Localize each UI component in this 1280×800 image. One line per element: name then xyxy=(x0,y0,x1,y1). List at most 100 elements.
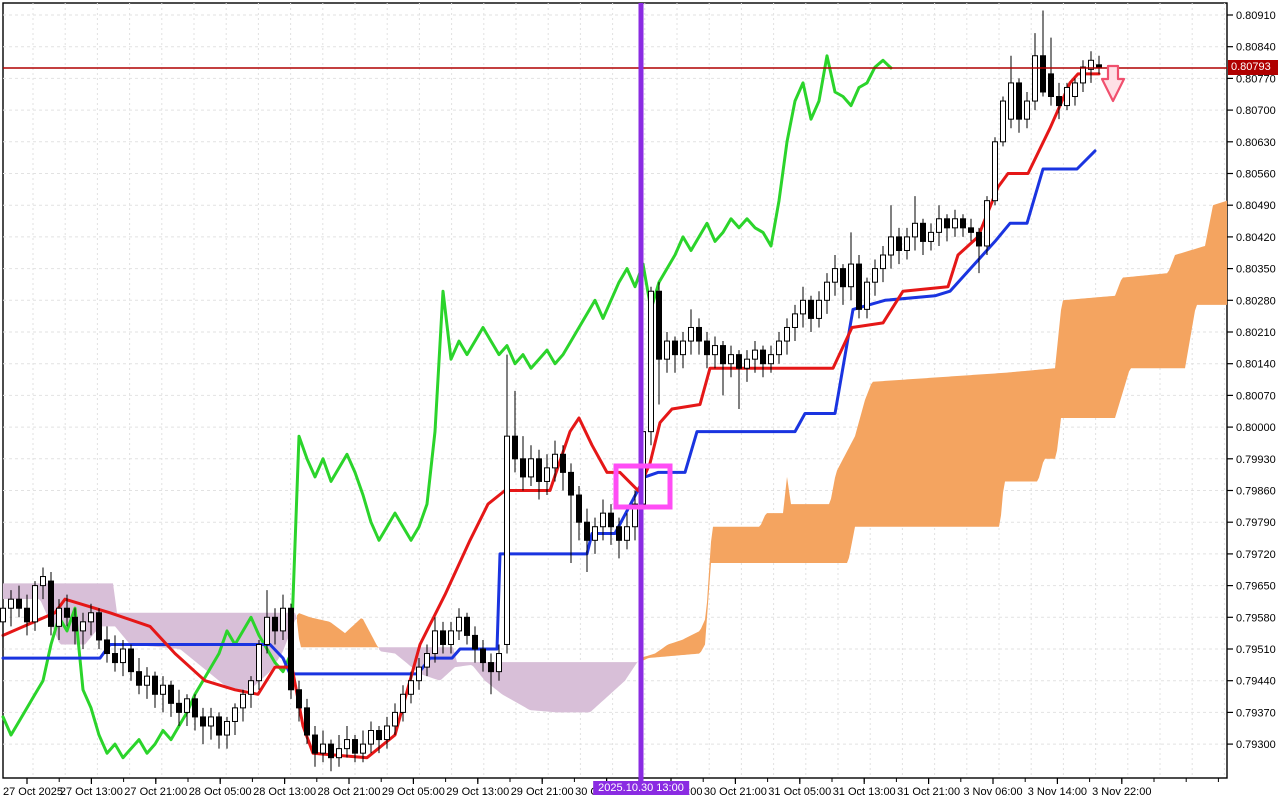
bull-candle-body xyxy=(320,743,326,754)
bull-candle-body xyxy=(40,576,46,587)
bull-candle-body xyxy=(688,326,694,342)
price-axis-label: 0.79860 xyxy=(1236,486,1276,498)
bear-candle-body xyxy=(328,743,334,759)
bear-candle-body xyxy=(576,494,582,523)
bull-candle-body xyxy=(184,698,190,713)
bull-candle-body xyxy=(664,340,670,360)
bull-candle-body xyxy=(600,512,606,528)
bear-candle-body xyxy=(464,616,470,636)
bull-candle-body xyxy=(752,349,758,360)
bear-candle-body xyxy=(48,580,54,627)
bull-candle-body xyxy=(824,281,830,301)
bear-candle-body xyxy=(520,458,526,478)
bear-candle-body xyxy=(304,707,310,736)
bear-candle-body xyxy=(808,299,814,319)
time-cursor-tag: 2025.10.30 13:00 xyxy=(593,781,689,795)
bull-candle-body xyxy=(784,326,790,342)
bull-candle-body xyxy=(32,585,38,623)
bull-candle-body xyxy=(392,711,398,727)
bear-candle-body xyxy=(976,231,982,247)
bear-candle-body xyxy=(376,730,382,741)
time-axis-label: 29 Oct 21:00 xyxy=(511,786,574,798)
bear-candle-body xyxy=(920,222,926,242)
bull-candle-body xyxy=(1032,55,1038,102)
bull-candle-body xyxy=(0,607,6,623)
bear-candle-body xyxy=(192,698,198,718)
sell-arrow-icon[interactable] xyxy=(1100,64,1126,103)
bear-candle-body xyxy=(136,671,142,686)
bull-candle-body xyxy=(864,281,870,310)
chikou-span-line xyxy=(1,54,893,760)
bull-candle-body xyxy=(1008,82,1014,120)
price-axis-label: 0.79510 xyxy=(1236,644,1276,656)
bull-candle-body xyxy=(56,607,62,627)
bull-candle-body xyxy=(256,643,262,682)
bull-candle-body xyxy=(8,598,14,609)
bull-candle-body xyxy=(952,218,958,229)
bear-candle-body xyxy=(720,345,726,365)
bear-candle-body xyxy=(296,689,302,709)
price-axis-label: 0.79720 xyxy=(1236,549,1276,561)
price-axis-label: 0.79300 xyxy=(1236,739,1276,751)
bear-candle-body xyxy=(616,526,622,541)
axes-layer[interactable]: 0.80910 0.80840 0.80770 0.80700 0.80630 0.805… xyxy=(3,10,1276,798)
bull-candle-body xyxy=(368,730,374,745)
price-axis-label: 0.79370 xyxy=(1236,707,1276,719)
time-axis-label: 27 Oct 13:00 xyxy=(60,786,123,798)
bull-candle-body xyxy=(416,666,422,682)
bull-candle-body xyxy=(232,707,238,722)
time-axis-label: 27 Oct 21:00 xyxy=(124,786,187,798)
bear-candle-body xyxy=(168,684,174,704)
bull-candle-body xyxy=(648,290,654,433)
bear-candle-body xyxy=(488,662,494,673)
price-axis-label: 0.79790 xyxy=(1236,517,1276,529)
bull-candle-body xyxy=(144,675,150,686)
price-axis-label: 0.80350 xyxy=(1236,264,1276,276)
bear-candle-body xyxy=(16,598,22,609)
bear-candle-body xyxy=(480,648,486,664)
bear-candle-body xyxy=(736,354,742,369)
bear-candle-body xyxy=(216,716,222,736)
bear-candle-body xyxy=(704,340,710,356)
bull-candle-body xyxy=(424,653,430,668)
bull-candle-body xyxy=(88,612,94,623)
bear-candle-body xyxy=(896,236,902,251)
bull-candle-body xyxy=(928,231,934,242)
candles-layer xyxy=(0,10,1102,772)
bull-candle-body xyxy=(880,254,886,270)
bull-candle-body xyxy=(624,526,630,541)
bear-candle-body xyxy=(656,290,662,360)
time-axis-label: 3 Nov 14:00 xyxy=(1028,786,1087,798)
bear-candle-body xyxy=(1016,82,1022,120)
bull-candle-body xyxy=(848,263,854,288)
bull-candle-body xyxy=(336,748,342,759)
time-axis-label: 28 Oct 21:00 xyxy=(318,786,381,798)
time-axis-label: 30 Oct 21:00 xyxy=(704,786,767,798)
drawing-objects-layer[interactable] xyxy=(613,3,1126,793)
bear-candle-body xyxy=(944,218,950,229)
bull-candle-body xyxy=(712,345,718,356)
bull-candle-body xyxy=(632,503,638,528)
bull-candle-body xyxy=(1072,82,1078,98)
bear-candle-body xyxy=(1056,96,1062,107)
bull-candle-body xyxy=(496,653,502,673)
bull-candle-body xyxy=(936,218,942,233)
bull-candle-body xyxy=(280,607,286,632)
bull-candle-body xyxy=(240,693,246,709)
bear-candle-body xyxy=(104,639,110,655)
price-axis-label: 0.80840 xyxy=(1236,42,1276,54)
bull-candle-body xyxy=(1000,100,1006,143)
tenkan-sen-line xyxy=(1,72,1101,760)
bull-candle-body xyxy=(872,268,878,283)
bull-candle-body xyxy=(984,200,990,247)
bull-candle-body xyxy=(1080,66,1086,84)
current-price-tag: 0.80793 xyxy=(1228,60,1278,76)
time-axis-label: 31 Oct 05:00 xyxy=(768,786,831,798)
highlight-rectangle[interactable] xyxy=(613,463,673,510)
price-axis-label: 0.80700 xyxy=(1236,105,1276,117)
bull-candle-body xyxy=(384,725,390,741)
price-axis-label: 0.80630 xyxy=(1236,137,1276,149)
bull-candle-body xyxy=(120,648,126,664)
time-axis-label: 28 Oct 05:00 xyxy=(189,786,252,798)
